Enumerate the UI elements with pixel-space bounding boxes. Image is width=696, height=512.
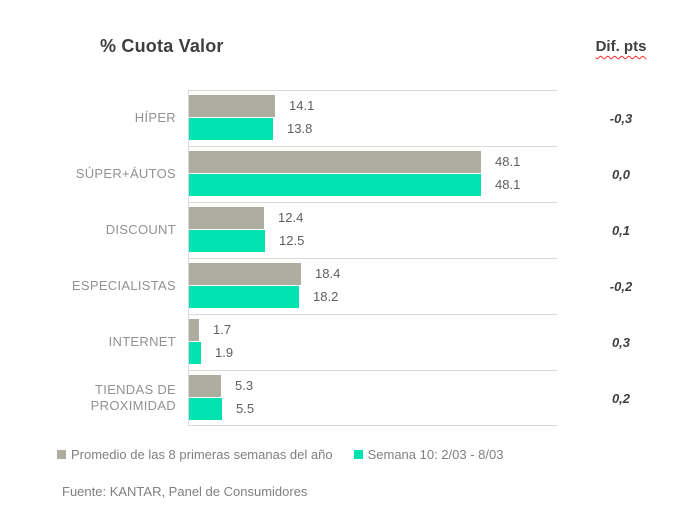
bar-week — [189, 230, 265, 252]
bar-week — [189, 118, 273, 140]
bar-plot-area: 14.1 13.8 48.1 48.1 12.4 12.5 18.4 18.2 1.7 1.9 5.… — [188, 90, 557, 426]
bar-value-label: 12.5 — [279, 233, 305, 248]
bar-average — [189, 207, 264, 229]
category-row: 12.4 12.5 — [189, 202, 557, 258]
chart-title: % Cuota Valor — [100, 36, 224, 56]
dif-pts-value: -0,3 — [609, 110, 633, 126]
bar-line: 5.5 — [189, 398, 557, 421]
category-row: 14.1 13.8 — [189, 90, 557, 146]
bar-line: 13.8 — [189, 118, 557, 141]
category-label: DISCOUNT — [105, 221, 176, 237]
dif-pts-header: Dif. pts — [595, 38, 647, 55]
dif-pts-column: -0,3 0,0 0,1 -0,2 0,3 0,2 — [585, 90, 657, 426]
bar-value-label: 5.3 — [235, 378, 254, 393]
bar-value-label: 13.8 — [287, 121, 313, 136]
legend-swatch-icon — [57, 450, 66, 459]
bar-line: 48.1 — [189, 174, 557, 197]
bar-week — [189, 286, 299, 308]
bar-line: 18.4 — [189, 263, 557, 286]
category-labels-column: HÍPER SÚPER+ÁUTOS DISCOUNT ESPECIALISTAS INT… — [40, 90, 176, 426]
bar-value-label: 1.7 — [213, 322, 232, 337]
dif-pts-value: 0,2 — [611, 390, 631, 406]
source-note: Fuente: KANTAR, Panel de Consumidores — [62, 484, 308, 499]
bar-week — [189, 398, 222, 420]
legend-swatch-icon — [353, 450, 363, 459]
legend-label: Semana 10: 2/03 - 8/03 — [367, 447, 504, 462]
chart-legend: Promedio de las 8 primeras semanas del a… — [57, 447, 503, 462]
legend-item: Promedio de las 8 primeras semanas del a… — [57, 447, 333, 462]
category-label: HÍPER — [134, 109, 176, 125]
category-row: 18.4 18.2 — [189, 258, 557, 314]
category-row: 48.1 48.1 — [189, 146, 557, 202]
bar-line: 1.9 — [189, 342, 557, 365]
category-row: 1.7 1.9 — [189, 314, 557, 370]
category-label: ESPECIALISTAS — [71, 277, 176, 293]
bar-average — [189, 319, 199, 341]
bar-line: 12.5 — [189, 230, 557, 253]
dif-pts-value: 0,0 — [611, 166, 631, 182]
bar-average — [189, 95, 275, 117]
bar-week — [189, 174, 481, 196]
bar-value-label: 18.4 — [315, 266, 341, 281]
category-label: INTERNET — [108, 333, 176, 349]
bar-line: 1.7 — [189, 319, 557, 342]
bar-value-label: 48.1 — [495, 154, 521, 169]
bar-value-label: 5.5 — [236, 401, 255, 416]
bar-average — [189, 375, 221, 397]
dif-pts-value: 0,3 — [611, 334, 631, 350]
bar-line: 5.3 — [189, 375, 557, 398]
dif-pts-value: 0,1 — [611, 222, 631, 238]
bar-value-label: 12.4 — [278, 210, 304, 225]
legend-label: Promedio de las 8 primeras semanas del a… — [71, 447, 333, 462]
bar-line: 14.1 — [189, 95, 557, 118]
bar-average — [189, 151, 481, 173]
bar-line: 18.2 — [189, 286, 557, 309]
category-row: 5.3 5.5 — [189, 370, 557, 426]
bar-week — [189, 342, 201, 364]
bar-average — [189, 263, 301, 285]
bar-line: 12.4 — [189, 207, 557, 230]
bar-value-label: 1.9 — [215, 345, 234, 360]
legend-item: Semana 10: 2/03 - 8/03 — [353, 447, 504, 462]
bar-value-label: 18.2 — [313, 289, 339, 304]
bar-line: 48.1 — [189, 151, 557, 174]
category-label: SÚPER+ÁUTOS — [75, 165, 176, 181]
bar-value-label: 14.1 — [289, 98, 315, 113]
bar-value-label: 48.1 — [495, 177, 521, 192]
dif-pts-value: -0,2 — [609, 278, 633, 294]
category-label: TIENDAS DE PROXIMIDAD — [90, 381, 176, 413]
